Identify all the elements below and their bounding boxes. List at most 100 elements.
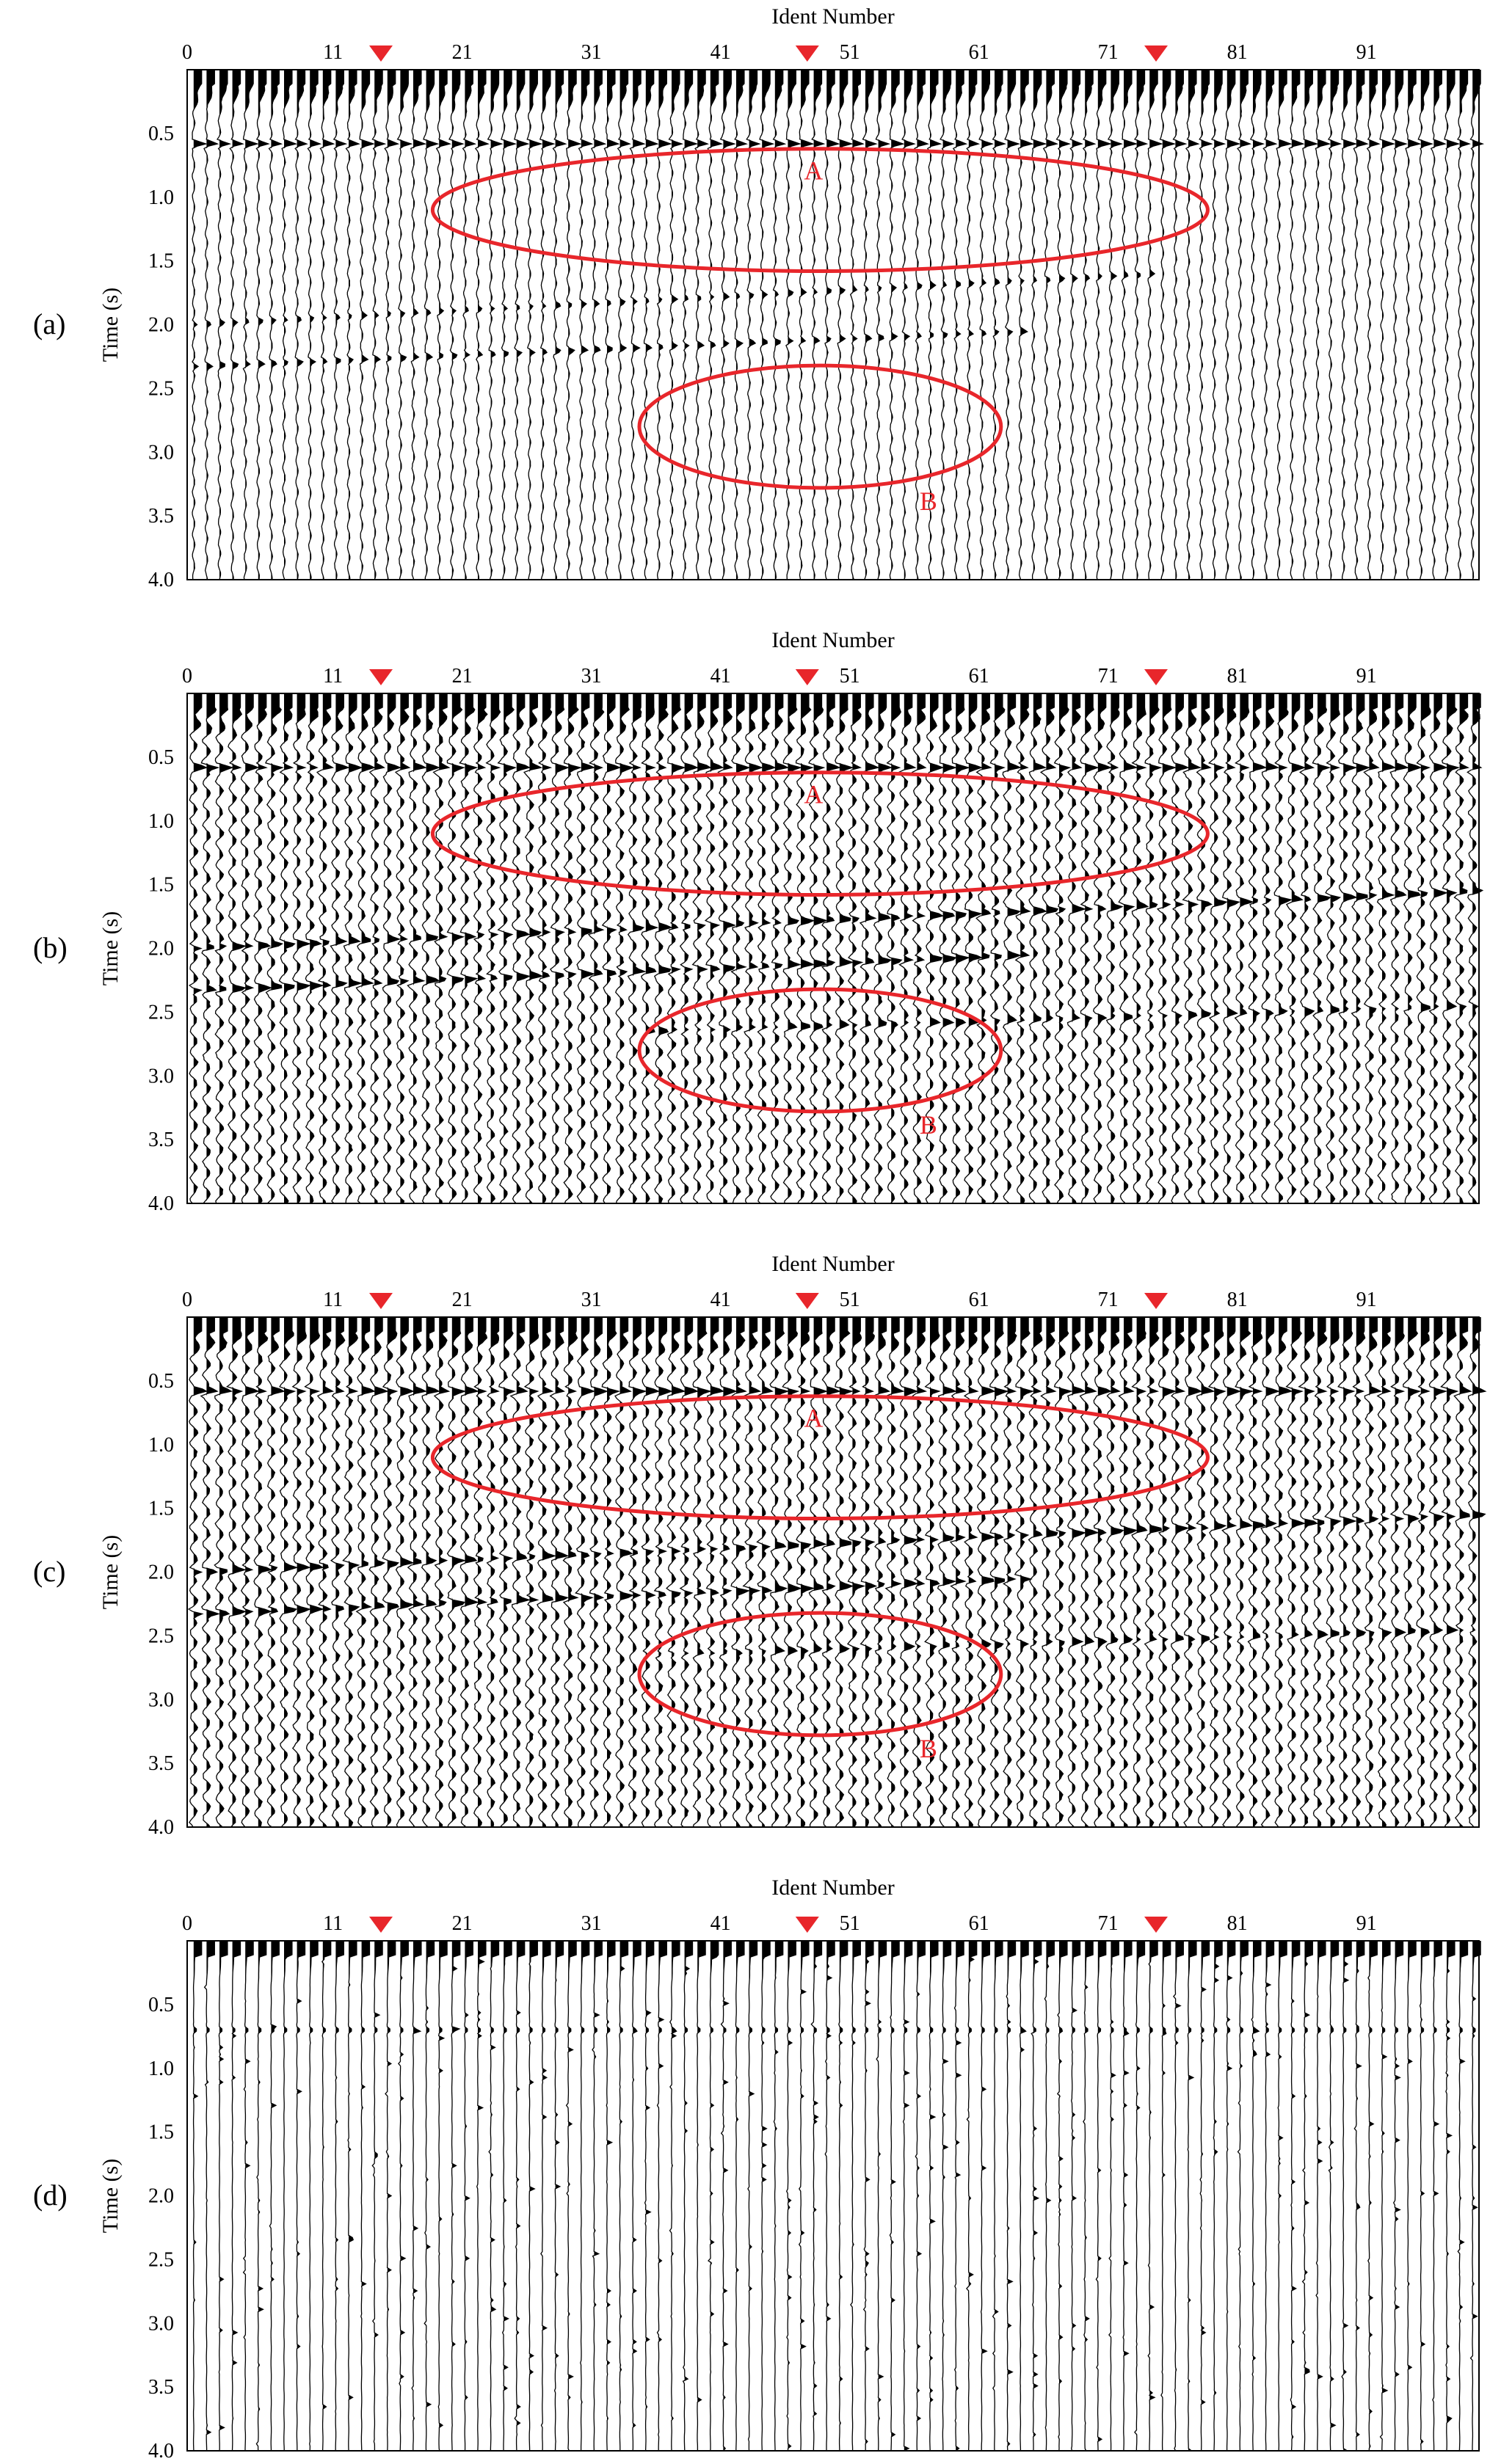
y-tick-label: 4.0 bbox=[148, 1816, 174, 1839]
trace-fill bbox=[968, 1317, 978, 1827]
trace-line bbox=[296, 1941, 306, 2451]
x-tick-label: 71 bbox=[1098, 41, 1119, 64]
panel-label: (d) bbox=[33, 2179, 68, 2212]
y-tick-label: 2.0 bbox=[148, 1561, 174, 1584]
trace-fill bbox=[426, 693, 440, 1203]
x-tick-label: 61 bbox=[969, 665, 989, 688]
trace-line bbox=[1389, 693, 1410, 1204]
trace-line bbox=[889, 1941, 900, 2452]
annotation-ellipse-a bbox=[430, 147, 1210, 274]
trace-fill bbox=[1279, 1317, 1292, 1827]
trace-line bbox=[345, 70, 360, 580]
trace-fill bbox=[658, 693, 672, 1203]
annotation-ellipse-a bbox=[430, 1394, 1210, 1521]
trace-line bbox=[1121, 70, 1138, 580]
trace-line bbox=[669, 1941, 680, 2452]
x-tick-label: 71 bbox=[1098, 1912, 1119, 1935]
panel-a: (a) Ident Number Time (s) 0 11 21 31 41 51 61 71 81… bbox=[33, 4, 1485, 591]
y-axis-title: Time (s) bbox=[98, 288, 123, 362]
x-tick-label: 71 bbox=[1098, 665, 1119, 688]
trace-fill bbox=[1240, 1317, 1253, 1827]
trace-fill bbox=[1318, 693, 1331, 1203]
trace-line bbox=[459, 1317, 480, 1828]
trace-line bbox=[464, 1941, 473, 2452]
trace-line bbox=[253, 693, 273, 1204]
trace-line bbox=[200, 693, 220, 1204]
trace-line bbox=[192, 70, 208, 580]
trace-line bbox=[1285, 1317, 1307, 1828]
trace-fill bbox=[1304, 1317, 1318, 1827]
trace-line bbox=[949, 1317, 967, 1828]
trace-line bbox=[214, 693, 234, 1204]
y-axis-title: Time (s) bbox=[98, 1535, 123, 1609]
trace-fill bbox=[1072, 693, 1086, 1203]
trace-line bbox=[1118, 1317, 1138, 1828]
trace-fill bbox=[995, 693, 1005, 1203]
trace-line bbox=[644, 1941, 655, 2452]
trace-line bbox=[926, 70, 942, 580]
trace-line bbox=[382, 1317, 400, 1828]
trace-line bbox=[1457, 70, 1471, 580]
trace-line bbox=[835, 693, 854, 1204]
trace-line bbox=[953, 1941, 964, 2452]
trace-fill bbox=[387, 1317, 399, 1827]
x-tick-label: 71 bbox=[1098, 1289, 1119, 1311]
trace-line bbox=[498, 1317, 517, 1828]
trace-line bbox=[231, 1941, 241, 2452]
trace-line bbox=[1290, 1941, 1301, 2452]
trace-line bbox=[899, 1317, 919, 1828]
trace-fill bbox=[1291, 693, 1305, 1203]
trace-fill bbox=[633, 1317, 646, 1827]
trace-line bbox=[1207, 1317, 1227, 1828]
trace-line bbox=[225, 1317, 247, 1828]
trace-group bbox=[189, 693, 1484, 1204]
y-tick-label: 1.5 bbox=[148, 874, 174, 897]
source-marker bbox=[1144, 669, 1168, 685]
trace-line bbox=[1079, 1317, 1100, 1828]
trace-line bbox=[562, 1317, 579, 1828]
trace-line bbox=[580, 1941, 590, 2451]
trace-line bbox=[735, 1941, 745, 2451]
trace-line bbox=[940, 70, 956, 580]
trace-line bbox=[550, 693, 570, 1204]
trace-fill bbox=[1214, 693, 1226, 1203]
plot-frame bbox=[186, 693, 1480, 1204]
trace-fill bbox=[607, 693, 620, 1203]
plot-frame bbox=[186, 69, 1480, 580]
trace-fill bbox=[1343, 693, 1356, 1203]
trace-line bbox=[924, 1317, 941, 1828]
x-tick-label: 81 bbox=[1227, 665, 1248, 688]
trace-fill bbox=[1124, 1317, 1137, 1827]
trace-group bbox=[187, 1317, 1487, 1828]
y-tick-label: 3.0 bbox=[148, 1065, 174, 1087]
trace-line bbox=[590, 70, 607, 580]
trace-fill bbox=[1149, 693, 1161, 1203]
trace-line bbox=[578, 70, 594, 580]
x-tick-label: 61 bbox=[969, 1912, 989, 1935]
source-marker bbox=[369, 1293, 393, 1309]
trace-group bbox=[192, 70, 1485, 580]
trace-line bbox=[1134, 1941, 1146, 2451]
panel-label: (a) bbox=[33, 307, 65, 340]
trace-line bbox=[837, 70, 854, 580]
trace-line bbox=[319, 70, 335, 580]
trace-fill bbox=[710, 693, 723, 1203]
trace-line bbox=[410, 70, 427, 580]
trace-line bbox=[266, 1317, 286, 1828]
x-tick-label: 81 bbox=[1227, 41, 1248, 64]
trace-fill bbox=[1265, 1317, 1279, 1827]
panel-c: (c) Ident Number Time (s) 0 11 21 31 41 51 61 71 81… bbox=[33, 1252, 1487, 1839]
trace-fill bbox=[451, 693, 464, 1203]
trace-line bbox=[459, 693, 479, 1204]
trace-line bbox=[1031, 70, 1047, 580]
trace-line bbox=[1392, 1941, 1404, 2452]
trace-line bbox=[424, 1941, 435, 2452]
trace-fill bbox=[1382, 1317, 1392, 1827]
x-tick-label: 91 bbox=[1356, 1912, 1377, 1935]
trace-line bbox=[473, 693, 488, 1204]
trace-line bbox=[476, 1941, 487, 2452]
trace-fill bbox=[1201, 1317, 1214, 1827]
trace-line bbox=[1080, 693, 1100, 1204]
trace-line bbox=[486, 1317, 500, 1828]
trace-line bbox=[1248, 693, 1268, 1204]
